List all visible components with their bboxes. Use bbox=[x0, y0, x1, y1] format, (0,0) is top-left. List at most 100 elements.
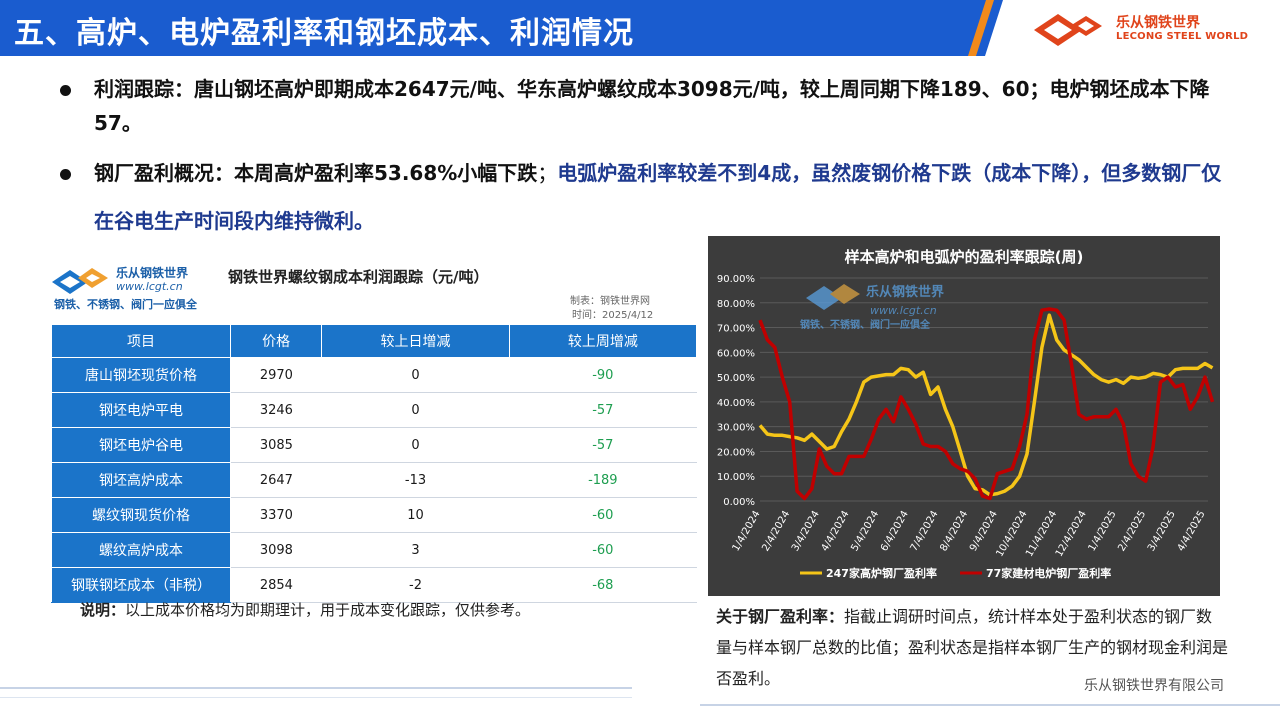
row-item: 螺纹钢现货价格 bbox=[51, 497, 231, 533]
bullet-text: 钢厂盈利概况：本周高炉盈利率53.68%小幅下跌；电弧炉盈利率较差不到4成，虽然… bbox=[66, 149, 1236, 245]
row-price: 2854 bbox=[230, 567, 322, 603]
bullet-dot-icon bbox=[60, 85, 71, 96]
column-header: 价格 bbox=[229, 324, 323, 358]
x-tick-label: 1/4/2025 bbox=[1087, 509, 1119, 553]
table-row: 钢坯电炉谷电 3085 0 -57 bbox=[51, 427, 697, 463]
table-header-row: 项目 价格 较上日增减 较上周增减 bbox=[51, 324, 698, 358]
row-week-change: -57 bbox=[509, 427, 697, 463]
x-tick-label: 1/4/2024 bbox=[731, 509, 763, 553]
row-day-change: -2 bbox=[321, 567, 510, 603]
y-tick-label: 50.00% bbox=[717, 373, 755, 384]
column-header: 较上周增减 bbox=[508, 324, 698, 358]
table-logo-name: 乐从钢铁世界 bbox=[116, 266, 189, 280]
row-price: 3246 bbox=[230, 392, 322, 428]
bullet-profit-tracking: 利润跟踪：唐山钢坯高炉即期成本2647元/吨、华东高炉螺纹成本3098元/吨，较… bbox=[60, 72, 1236, 140]
bullet-profit-overview: 钢厂盈利概况：本周高炉盈利率53.68%小幅下跌；电弧炉盈利率较差不到4成，虽然… bbox=[60, 149, 1236, 245]
cost-profit-table: 项目 价格 较上日增减 较上周增减 唐山钢坯现货价格 2970 0 -90 钢坯… bbox=[51, 324, 698, 603]
series-line-blast-furnace bbox=[758, 313, 1214, 497]
row-day-change: -13 bbox=[321, 462, 510, 498]
row-week-change: -60 bbox=[509, 497, 697, 533]
x-tick-label: 3/4/2024 bbox=[790, 509, 822, 553]
x-tick-label: 12/4/2024 bbox=[1054, 509, 1089, 559]
column-header: 项目 bbox=[51, 324, 231, 358]
legend-label: 247家高炉钢厂盈利率 bbox=[826, 566, 937, 580]
x-tick-label: 6/4/2024 bbox=[879, 509, 911, 553]
row-week-change: -68 bbox=[509, 567, 697, 603]
bullet-separator: ； bbox=[537, 161, 558, 185]
row-week-change: -189 bbox=[509, 462, 697, 498]
row-price: 2647 bbox=[230, 462, 322, 498]
x-tick-label: 8/4/2024 bbox=[938, 509, 970, 553]
bullet-body-highlight: 电弧炉盈利率较差不到4成，虽然废钢价格下跌（成本下降），但多数钢厂仅在谷电生产时… bbox=[94, 161, 1222, 233]
bullet-text: 利润跟踪：唐山钢坯高炉即期成本2647元/吨、华东高炉螺纹成本3098元/吨，较… bbox=[66, 72, 1236, 140]
row-item: 螺纹高炉成本 bbox=[51, 532, 231, 568]
lecong-logo-icon bbox=[1034, 14, 1102, 46]
footer-company-name: 乐从钢铁世界有限公司 bbox=[1084, 678, 1224, 694]
y-tick-label: 80.00% bbox=[717, 299, 755, 310]
x-tick-label: 4/4/2024 bbox=[820, 509, 852, 553]
header-logo-name: 乐从钢铁世界 bbox=[1116, 15, 1200, 31]
table-maker: 制表：钢铁世界网 bbox=[570, 296, 650, 307]
y-tick-label: 90.00% bbox=[717, 274, 755, 285]
profit-rate-chart-svg: 样本高炉和电弧炉的盈利率跟踪(周) 0.00% 10.00% 20.00% 30.00%… bbox=[717, 248, 1215, 580]
row-week-change: -57 bbox=[509, 392, 697, 428]
steel-world-logo-icon bbox=[52, 268, 108, 294]
footer-divider bbox=[0, 687, 632, 689]
footer-divider bbox=[700, 704, 1280, 706]
watermark-slogan: 钢铁、不锈钢、阀门一应俱全 bbox=[800, 318, 931, 331]
y-tick-label: 70.00% bbox=[717, 324, 755, 335]
y-tick-label: 10.00% bbox=[717, 472, 755, 483]
x-tick-label: 2/4/2025 bbox=[1116, 509, 1148, 553]
watermark-name: 乐从钢铁世界 bbox=[866, 284, 944, 300]
y-tick-label: 40.00% bbox=[717, 398, 755, 409]
table-logo-url: www.lcgt.cn bbox=[116, 280, 183, 293]
note-text: 以上成本价格均为即期理计，用于成本变化跟踪，仅供参考。 bbox=[125, 601, 531, 619]
row-price: 2970 bbox=[230, 357, 322, 393]
bullet-label: 利润跟踪： bbox=[94, 77, 194, 101]
row-item: 钢联钢坯成本（非税） bbox=[51, 567, 231, 603]
table-logo-slogan: 钢铁、不锈钢、阀门一应俱全 bbox=[54, 298, 197, 311]
x-tick-label: 9/4/2024 bbox=[968, 509, 1000, 553]
legend-label: 77家建材电炉钢厂盈利率 bbox=[986, 566, 1111, 580]
header-logo-area bbox=[985, 0, 1280, 56]
note-label: 说明： bbox=[80, 601, 126, 619]
y-tick-label: 30.00% bbox=[717, 423, 755, 434]
watermark-url: www.lcgt.cn bbox=[870, 304, 937, 317]
x-tick-label: 2/4/2024 bbox=[760, 509, 792, 553]
row-day-change: 3 bbox=[321, 532, 510, 568]
bullet-body: 唐山钢坯高炉即期成本2647元/吨、华东高炉螺纹成本3098元/吨，较上周同期下… bbox=[94, 77, 1210, 135]
cost-profit-table-card: 乐从钢铁世界 www.lcgt.cn 钢铁、不锈钢、阀门一应俱全 钢铁世界螺纹钢… bbox=[48, 248, 698, 603]
row-price: 3370 bbox=[230, 497, 322, 533]
x-tick-label: 3/4/2025 bbox=[1146, 509, 1178, 553]
column-header: 较上日增减 bbox=[321, 324, 510, 358]
x-tick-label: 4/4/2025 bbox=[1176, 509, 1208, 553]
profit-rate-chart: 样本高炉和电弧炉的盈利率跟踪(周) 0.00% 10.00% 20.00% 30.00%… bbox=[708, 236, 1220, 596]
row-price: 3085 bbox=[230, 427, 322, 463]
x-tick-label: 5/4/2024 bbox=[849, 509, 881, 553]
table-row: 钢坯高炉成本 2647 -13 -189 bbox=[51, 462, 697, 498]
row-day-change: 0 bbox=[321, 427, 510, 463]
row-week-change: -90 bbox=[509, 357, 697, 393]
table-time: 时间：2025/4/12 bbox=[572, 310, 654, 321]
footer-divider bbox=[0, 697, 632, 698]
series-line-electric-arc bbox=[758, 307, 1215, 501]
row-day-change: 0 bbox=[321, 392, 510, 428]
explain-text: 指截止调研时间点，统计样本处于盈利状态的钢厂数量与样本钢厂总数的比值；盈利状态是… bbox=[716, 607, 1229, 688]
y-tick-label: 60.00% bbox=[717, 348, 755, 359]
row-item: 钢坯高炉成本 bbox=[51, 462, 231, 498]
chart-title: 样本高炉和电弧炉的盈利率跟踪(周) bbox=[845, 248, 1084, 266]
row-price: 3098 bbox=[230, 532, 322, 568]
row-day-change: 10 bbox=[321, 497, 510, 533]
row-week-change: -60 bbox=[509, 532, 697, 568]
bullet-label: 钢厂盈利概况： bbox=[94, 161, 234, 185]
slide-title: 五、高炉、电炉盈利率和钢坯成本、利润情况 bbox=[14, 16, 634, 51]
watermark-logo-icon bbox=[830, 284, 860, 304]
table-row: 钢坯电炉平电 3246 0 -57 bbox=[51, 392, 697, 428]
table-row: 钢联钢坯成本（非税） 2854 -2 -68 bbox=[51, 567, 697, 603]
y-tick-label: 0.00% bbox=[723, 497, 755, 508]
row-item: 钢坯电炉平电 bbox=[51, 392, 231, 428]
row-day-change: 0 bbox=[321, 357, 510, 393]
table-row: 螺纹钢现货价格 3370 10 -60 bbox=[51, 497, 697, 533]
explain-label: 关于钢厂盈利率： bbox=[716, 607, 845, 626]
